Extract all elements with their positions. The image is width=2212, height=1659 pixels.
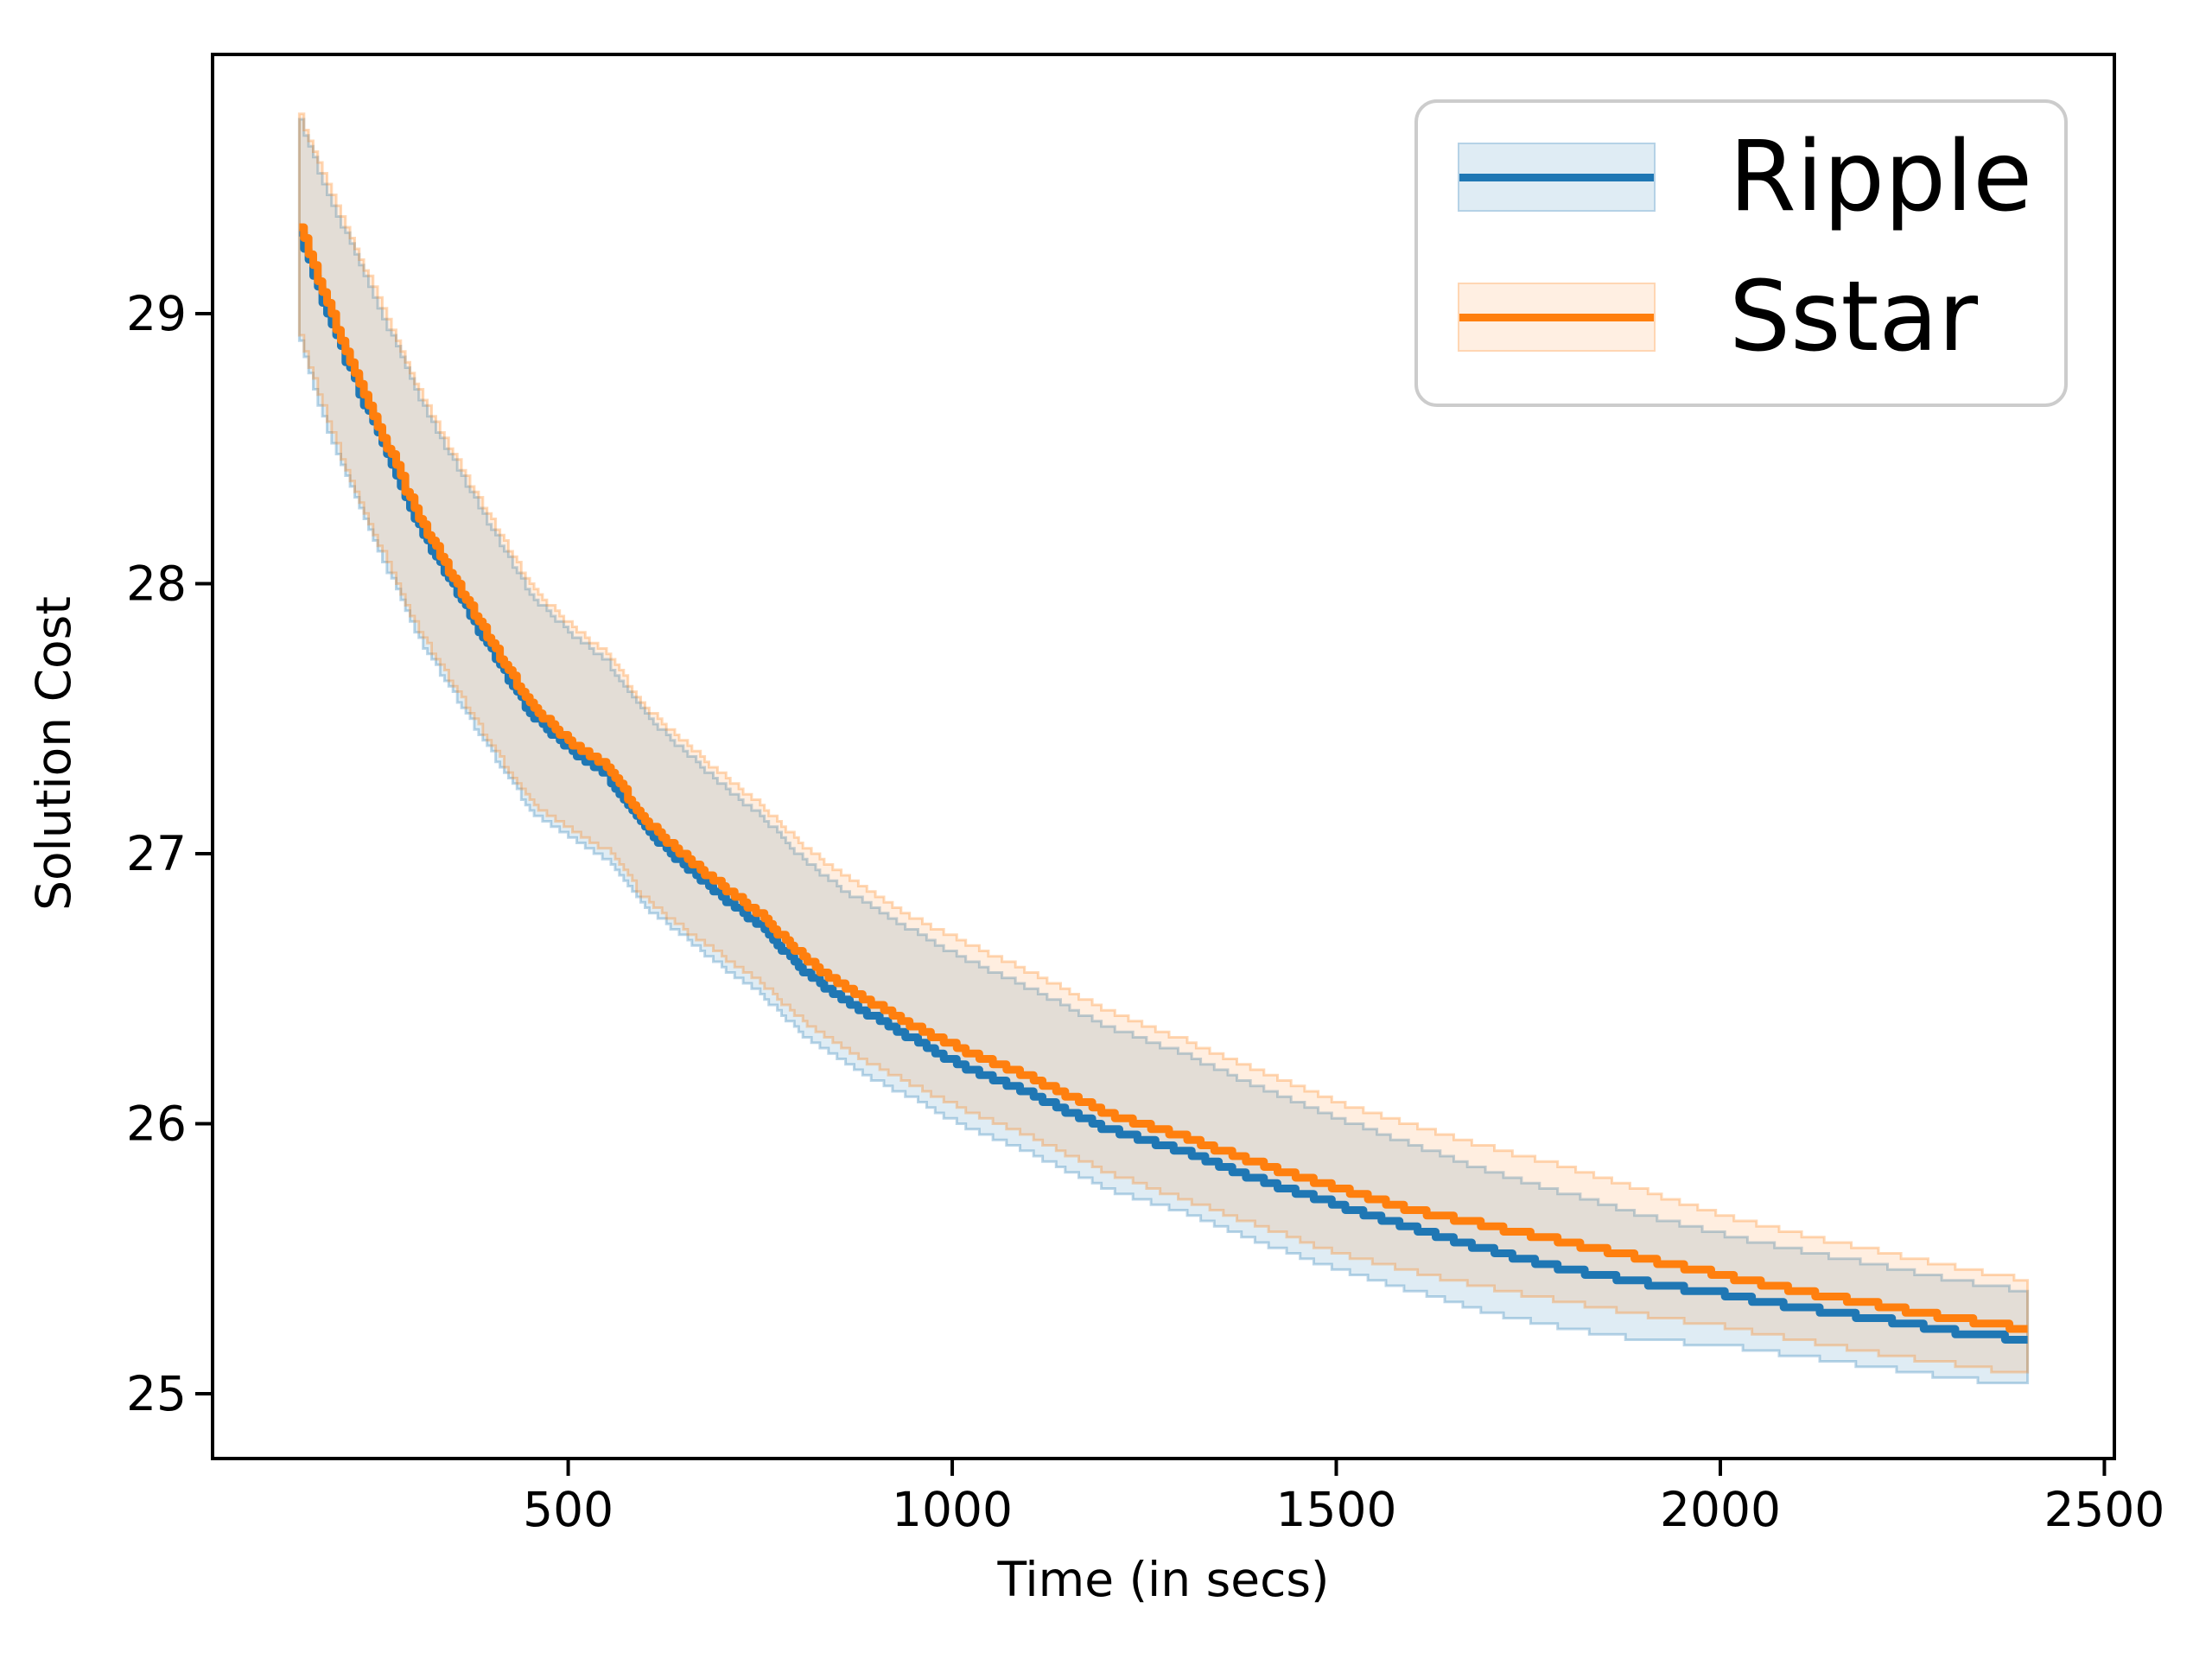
x-tick-label: 1000 [892, 1482, 1013, 1537]
legend: Ripple Sstar [1414, 99, 2068, 407]
y-tick-label: 26 [126, 1096, 187, 1152]
ripple-legend-label: Ripple [1729, 121, 2033, 233]
y-tick-label: 29 [126, 286, 187, 341]
sstar-line [299, 223, 2028, 1333]
sstar-legend-label: Sstar [1729, 261, 1979, 373]
x-tick-label: 1500 [1276, 1482, 1397, 1537]
sstar-legend-swatch [1458, 283, 1656, 352]
x-tick-label: 2000 [1660, 1482, 1781, 1537]
plot-spines [211, 53, 2116, 1460]
sstar-confidence-band [297, 112, 2030, 1374]
ripple-line [299, 228, 2028, 1344]
x-tick-label: 500 [523, 1482, 613, 1537]
y-axis-label: Solution Cost [26, 596, 81, 911]
ripple-legend-swatch [1458, 143, 1656, 212]
x-axis-label: Time (in secs) [997, 1552, 1330, 1607]
sstar-legend-line-icon [1459, 313, 1654, 321]
y-tick-label: 27 [126, 826, 187, 881]
y-tick-label: 28 [126, 556, 187, 612]
y-tick-label: 25 [126, 1366, 187, 1421]
x-tick-label: 2500 [2044, 1482, 2164, 1537]
ripple-legend-line-icon [1459, 173, 1654, 181]
